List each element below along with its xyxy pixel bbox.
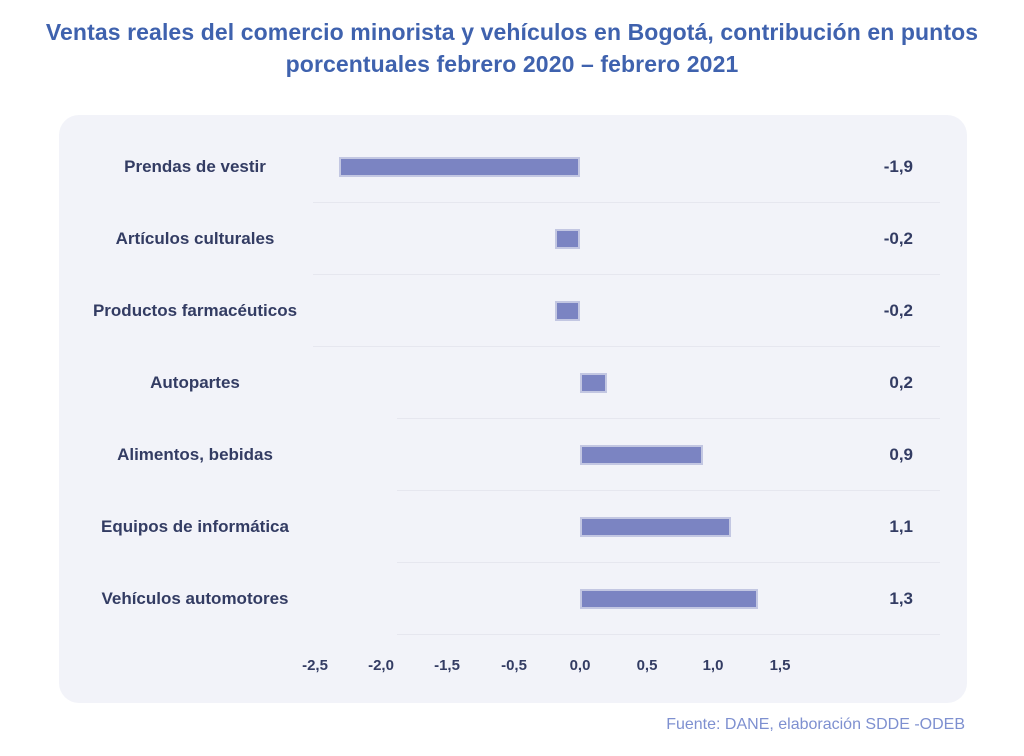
row-separator	[313, 346, 940, 347]
bar	[555, 301, 580, 321]
value-label: 0,2	[889, 373, 913, 392]
row-separator	[313, 202, 940, 203]
chart-row: Alimentos, bebidas 0,9	[59, 419, 967, 491]
chart-panel: Prendas de vestir -1,9 Artículos culturale…	[59, 115, 967, 703]
value-label: 1,1	[889, 517, 913, 536]
chart-row: Autopartes 0,2	[59, 347, 967, 419]
chart-rows: Prendas de vestir -1,9 Artículos culturale…	[59, 131, 967, 635]
chart-title: Ventas reales del comercio minorista y v…	[0, 16, 1024, 80]
row-separator	[397, 634, 940, 635]
chart-row: Vehículos automotores 1,3	[59, 563, 967, 635]
category-label: Equipos de informática	[101, 517, 289, 536]
chart-row: Productos farmacéuticos -0,2	[59, 275, 967, 347]
bar	[580, 589, 758, 609]
bar	[580, 445, 703, 465]
category-label: Productos farmacéuticos	[92, 301, 298, 320]
x-axis-tick: -0,5	[501, 657, 527, 674]
x-axis-tick: -1,5	[434, 657, 460, 674]
source-note: Fuente: DANE, elaboración SDDE -ODEB	[666, 716, 965, 733]
x-axis-tick: -2,5	[302, 657, 328, 674]
value-label: -0,2	[883, 301, 913, 320]
chart-title-line1: Ventas reales del comercio minorista y v…	[45, 19, 979, 45]
value-label: 0,9	[889, 445, 913, 464]
chart-row: Artículos culturales -0,2	[59, 203, 967, 275]
category-label: Vehículos automotores	[101, 589, 289, 608]
value-label: -0,2	[883, 229, 913, 248]
bar	[339, 157, 580, 177]
chart-row: Prendas de vestir -1,9	[59, 131, 967, 203]
bar	[580, 373, 607, 393]
x-axis-tick: 1,5	[769, 657, 791, 674]
chart-row: Equipos de informática 1,1	[59, 491, 967, 563]
x-axis: -2,5 -2,0 -1,5 -0,5 0,0 0,5 1,0 1,5	[59, 657, 967, 681]
x-axis-tick: 1,0	[702, 657, 724, 674]
x-axis-tick: 0,5	[636, 657, 658, 674]
row-separator	[397, 562, 940, 563]
chart-title-line2: porcentuales febrero 2020 – febrero 2021	[285, 51, 739, 77]
category-label: Autopartes	[150, 373, 240, 392]
x-axis-tick: 0,0	[569, 657, 591, 674]
row-separator	[313, 274, 940, 275]
bar	[555, 229, 580, 249]
row-separator	[397, 490, 940, 491]
category-label: Alimentos, bebidas	[117, 445, 273, 464]
bar	[580, 517, 731, 537]
x-axis-tick: -2,0	[368, 657, 394, 674]
category-label: Artículos culturales	[115, 229, 275, 248]
value-label: -1,9	[883, 157, 913, 176]
value-label: 1,3	[889, 589, 913, 608]
row-separator	[397, 418, 940, 419]
category-label: Prendas de vestir	[124, 157, 266, 176]
